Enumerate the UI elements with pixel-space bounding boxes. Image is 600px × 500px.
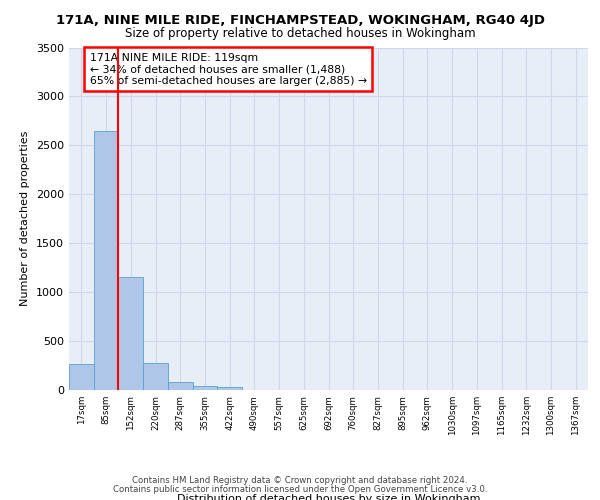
Bar bbox=[193, 386, 217, 390]
Bar bbox=[69, 364, 94, 390]
Bar bbox=[168, 382, 193, 390]
Bar bbox=[118, 278, 143, 390]
Text: Contains public sector information licensed under the Open Government Licence v3: Contains public sector information licen… bbox=[113, 484, 487, 494]
Bar bbox=[143, 362, 168, 390]
Text: Size of property relative to detached houses in Wokingham: Size of property relative to detached ho… bbox=[125, 28, 475, 40]
Y-axis label: Number of detached properties: Number of detached properties bbox=[20, 131, 31, 306]
Text: 171A, NINE MILE RIDE, FINCHAMPSTEAD, WOKINGHAM, RG40 4JD: 171A, NINE MILE RIDE, FINCHAMPSTEAD, WOK… bbox=[56, 14, 545, 27]
Bar bbox=[94, 130, 118, 390]
Bar bbox=[217, 387, 242, 390]
Text: 171A NINE MILE RIDE: 119sqm
← 34% of detached houses are smaller (1,488)
65% of : 171A NINE MILE RIDE: 119sqm ← 34% of det… bbox=[90, 52, 367, 86]
X-axis label: Distribution of detached houses by size in Wokingham: Distribution of detached houses by size … bbox=[177, 494, 480, 500]
Text: Contains HM Land Registry data © Crown copyright and database right 2024.: Contains HM Land Registry data © Crown c… bbox=[132, 476, 468, 485]
